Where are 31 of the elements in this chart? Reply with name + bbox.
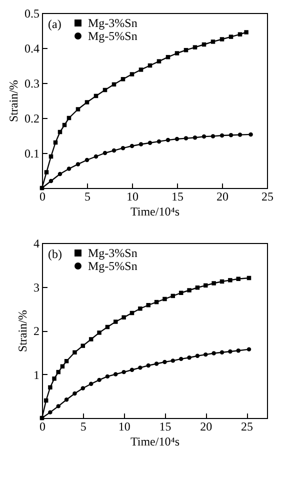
x-tick-label: 5 <box>80 420 86 434</box>
x-tick-label: 15 <box>172 190 184 204</box>
x-axis-title: Time/10⁴s <box>130 204 180 218</box>
y-tick-label: 1 <box>34 368 40 382</box>
y-tick-label: 0.5 <box>24 6 40 20</box>
y-axis-title: Strain/% <box>16 310 30 352</box>
y-axis-title: Strain/% <box>6 80 20 122</box>
x-tick-label: 10 <box>118 420 130 434</box>
annotation: (a) <box>48 17 62 31</box>
x-tick-label: 25 <box>241 420 254 434</box>
x-tick-label: 15 <box>159 420 172 434</box>
y-tick-label: 2 <box>34 324 40 338</box>
legend-label: Mg-5%Sn <box>88 29 138 43</box>
annotation: (b) <box>48 247 62 261</box>
x-tick-label: 5 <box>84 190 90 204</box>
y-tick-label: 0.4 <box>24 42 40 56</box>
y-tick-label: 4 <box>34 236 40 250</box>
x-tick-label: 20 <box>200 420 212 434</box>
legend-label: Mg-3%Sn <box>88 16 138 30</box>
legend-label: Mg-5%Sn <box>88 259 138 273</box>
x-tick-label: 0 <box>40 420 46 434</box>
legend-label: Mg-3%Sn <box>88 246 138 260</box>
y-tick-label: 3 <box>34 280 40 294</box>
x-tick-label: 25 <box>262 190 274 204</box>
x-axis-title: Time/10⁴s <box>130 434 180 448</box>
y-tick-label: 0.1 <box>24 146 40 160</box>
x-tick-label: 10 <box>126 190 138 204</box>
x-tick-label: 20 <box>216 190 228 204</box>
x-tick-label: 0 <box>40 190 46 204</box>
y-tick-label: 0.3 <box>24 76 40 90</box>
y-tick-label: 0.2 <box>24 112 40 126</box>
